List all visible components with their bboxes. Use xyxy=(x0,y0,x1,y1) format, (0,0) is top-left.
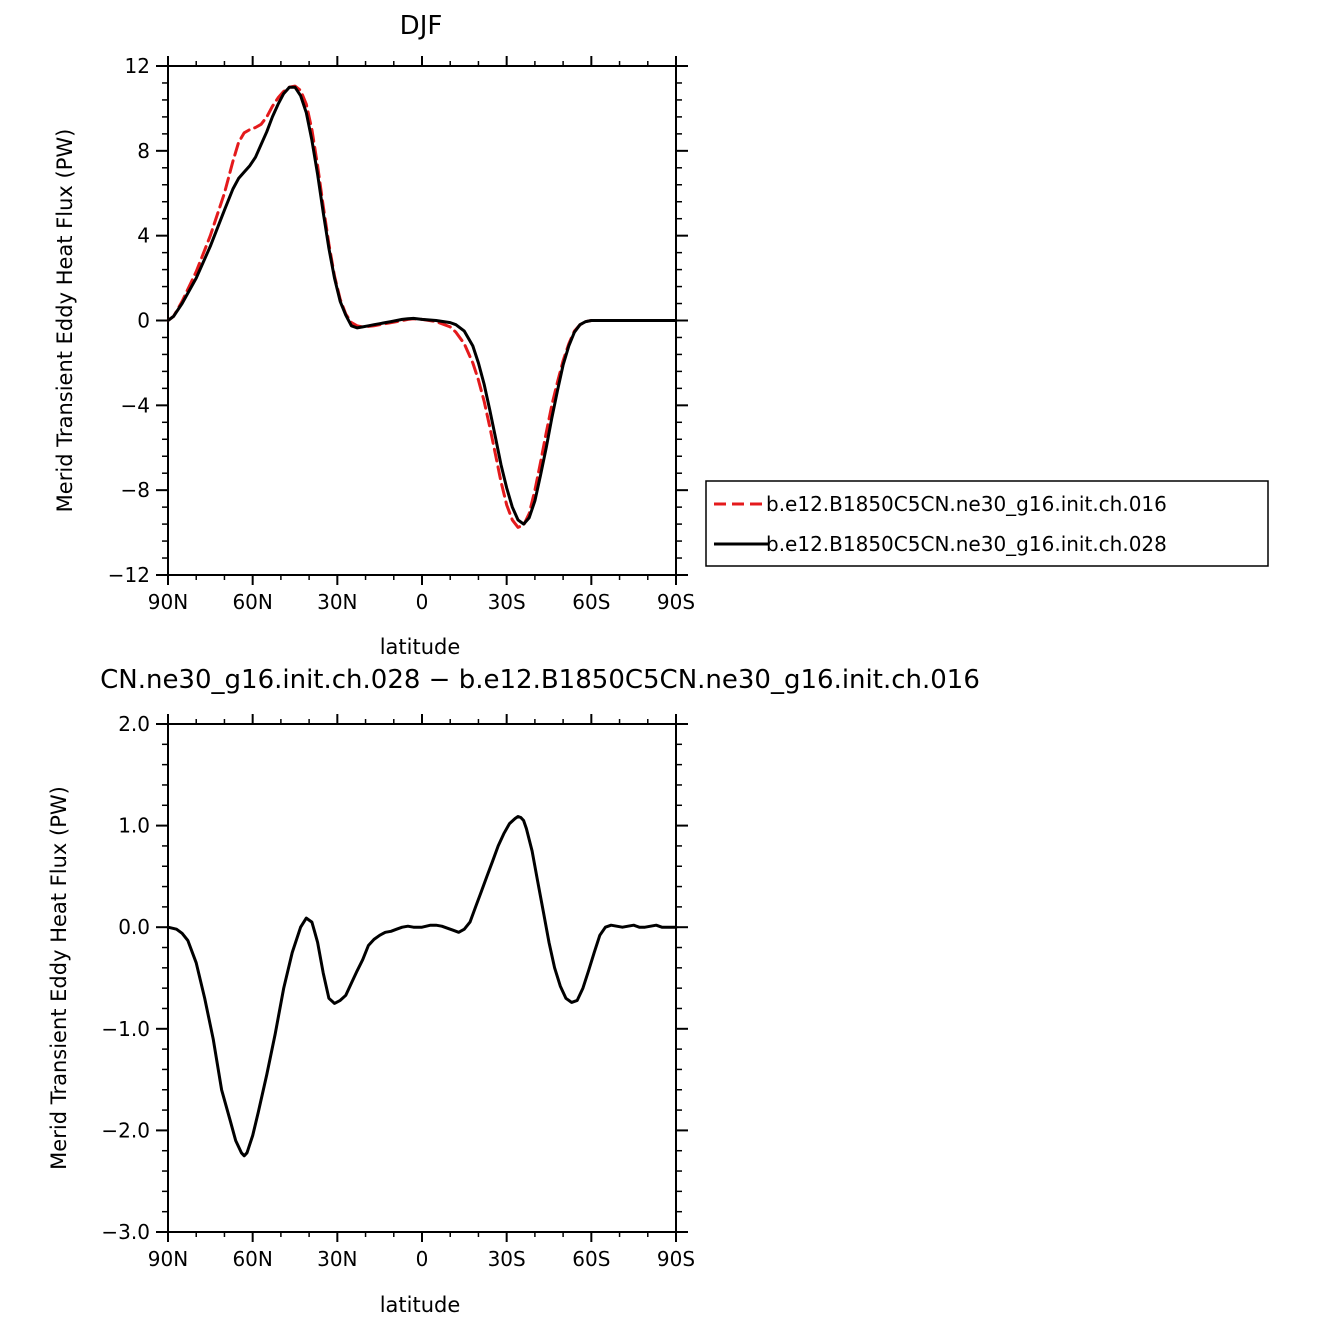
chart-title: CN.ne30_g16.init.ch.028 − b.e12.B1850C5C… xyxy=(100,665,980,695)
series-line-2 xyxy=(166,85,678,526)
y-tick-label: −4 xyxy=(121,393,150,417)
x-tick-label: 60N xyxy=(232,590,272,614)
x-tick-label: 0 xyxy=(416,590,429,614)
y-tick-label: 2.0 xyxy=(118,712,150,736)
x-tick-label: 60N xyxy=(232,1247,272,1271)
x-axis-title: latitude xyxy=(380,1293,461,1317)
y-tick-label: 8 xyxy=(137,139,150,163)
y-tick-label: −12 xyxy=(108,563,150,587)
x-tick-label: 60S xyxy=(572,590,610,614)
y-tick-label: −8 xyxy=(121,478,150,502)
y-tick-label: 0.0 xyxy=(118,915,150,939)
x-tick-label: 90S xyxy=(657,590,695,614)
x-tick-label: 90S xyxy=(657,1247,695,1271)
y-tick-label: 0 xyxy=(137,309,150,333)
legend-label: b.e12.B1850C5CN.ne30_g16.init.ch.028 xyxy=(766,532,1167,556)
legend-box xyxy=(705,480,1269,567)
y-tick-label: −1.0 xyxy=(101,1017,150,1041)
y-tick-label: 1.0 xyxy=(118,814,150,838)
chart-panel-2: CN.ne30_g16.init.ch.028 − b.e12.B1850C5C… xyxy=(47,665,980,1317)
x-tick-label: 90N xyxy=(148,1247,188,1271)
chart-title: DJF xyxy=(400,11,443,41)
y-tick-label: −2.0 xyxy=(101,1118,150,1142)
x-tick-label: 30S xyxy=(488,590,526,614)
legend-label: b.e12.B1850C5CN.ne30_g16.init.ch.016 xyxy=(766,492,1167,516)
series-line-1 xyxy=(166,815,678,1158)
chart-panel-1: DJF 90N 60N 30N 0 30S 60S 90S −12 −8 −4 0 4 8 12 latitu… xyxy=(53,11,1269,659)
y-axis-title: Merid Transient Eddy Heat Flux (PW) xyxy=(47,786,71,1170)
x-tick-label: 60S xyxy=(572,1247,610,1271)
y-axis-title: Merid Transient Eddy Heat Flux (PW) xyxy=(53,129,77,513)
y-tick-label: 12 xyxy=(125,54,150,78)
x-tick-label: 30S xyxy=(488,1247,526,1271)
x-tick-label: 0 xyxy=(416,1247,429,1271)
x-tick-label: 30N xyxy=(317,590,357,614)
x-tick-label: 90N xyxy=(148,590,188,614)
y-tick-label: 4 xyxy=(137,224,150,248)
series-line-1 xyxy=(166,84,678,529)
y-tick-label: −3.0 xyxy=(101,1220,150,1244)
x-axis-title: latitude xyxy=(380,635,461,659)
x-tick-label: 30N xyxy=(317,1247,357,1271)
